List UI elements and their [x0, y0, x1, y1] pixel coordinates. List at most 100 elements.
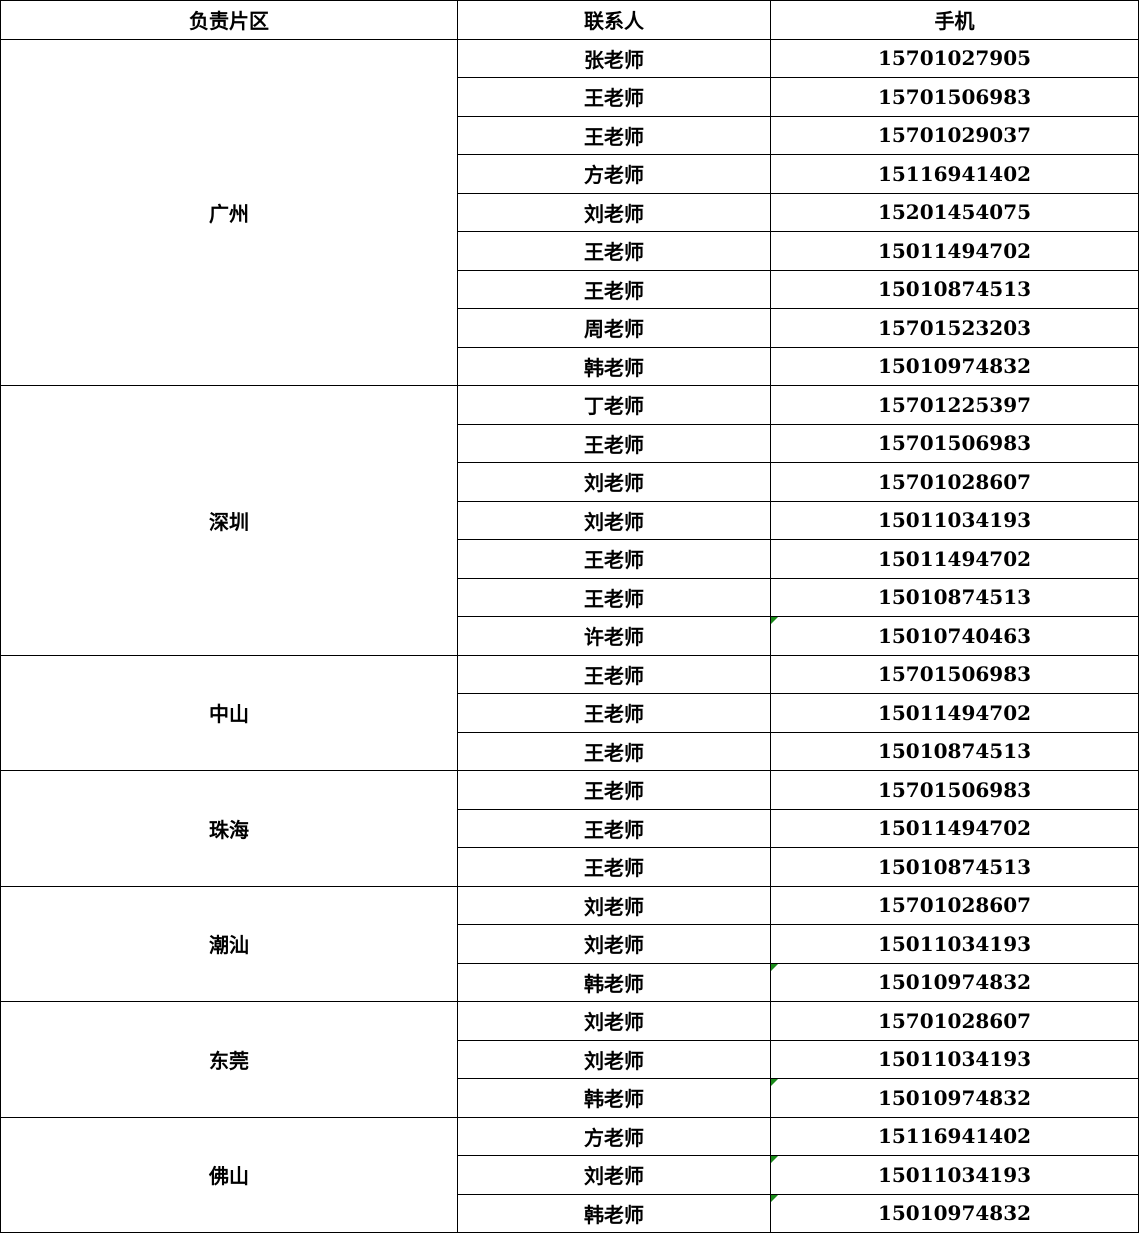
phone-cell[interactable]: 15011034193: [770, 1039, 1139, 1079]
phone-text: 15011034193: [877, 508, 1032, 533]
table-row: 王老师 15011494702: [1, 539, 1139, 579]
phone-cell[interactable]: 15701506983: [770, 77, 1139, 117]
region-cell[interactable]: 潮汕: [0, 885, 458, 1002]
table-row: 王老师 15010874513: [1, 731, 1139, 771]
contact-name-cell[interactable]: 王老师: [457, 770, 771, 810]
contact-name-cell[interactable]: 刘老师: [457, 885, 771, 925]
contact-name-cell[interactable]: 王老师: [457, 269, 771, 309]
phone-cell[interactable]: 15011034193: [770, 924, 1139, 964]
table-row: 潮汕 刘老师 15701028607: [0, 885, 1139, 1002]
phone-text: 15701027905: [877, 46, 1032, 71]
phone-cell[interactable]: 15701506983: [770, 770, 1139, 810]
phone-cell[interactable]: 15701506983: [770, 654, 1139, 694]
contact-name-cell[interactable]: 韩老师: [457, 346, 771, 386]
phone-cell[interactable]: 15701027905: [770, 38, 1139, 78]
phone-text: 15116941402: [877, 161, 1032, 186]
contact-name-cell[interactable]: 王老师: [457, 77, 771, 117]
contact-name-cell[interactable]: 王老师: [457, 423, 771, 463]
phone-cell[interactable]: 15011494702: [770, 231, 1139, 271]
contact-name-cell[interactable]: 王老师: [457, 115, 771, 155]
table-row: 韩老师 15010974832: [1, 346, 1139, 386]
phone-text: 15701028607: [877, 1008, 1032, 1033]
region-cell[interactable]: 广州: [0, 38, 458, 386]
contact-name-cell[interactable]: 刘老师: [457, 924, 771, 964]
phone-cell[interactable]: 15010974832: [770, 962, 1139, 1002]
phone-cell[interactable]: 15010740463: [770, 616, 1139, 656]
contact-name-cell[interactable]: 刘老师: [457, 1001, 771, 1041]
phone-text: 15701225397: [877, 392, 1032, 417]
contact-name-cell[interactable]: 丁老师: [457, 385, 771, 425]
phone-cell[interactable]: 15011494702: [770, 808, 1139, 848]
region-cell[interactable]: 佛山: [0, 1116, 458, 1233]
contact-name-cell[interactable]: 王老师: [457, 231, 771, 271]
phone-text: 15011034193: [877, 1047, 1032, 1072]
table-row: 刘老师 15011034193: [1, 1155, 1139, 1195]
phone-cell[interactable]: 15201454075: [770, 192, 1139, 232]
table-row: 东莞 刘老师 15701028607: [0, 1001, 1139, 1118]
phone-cell[interactable]: 15116941402: [770, 154, 1139, 194]
header-phone[interactable]: 手机: [770, 0, 1139, 40]
phone-cell[interactable]: 15701028607: [770, 1001, 1139, 1041]
table-row: 中山 王老师 15701506983: [0, 654, 1139, 771]
contact-name-cell[interactable]: 王老师: [457, 577, 771, 617]
phone-cell[interactable]: 15011494702: [770, 539, 1139, 579]
phone-cell[interactable]: 15701225397: [770, 385, 1139, 425]
phone-text: 15701506983: [877, 777, 1032, 802]
phone-cell[interactable]: 15010874513: [770, 731, 1139, 771]
phone-cell[interactable]: 15011034193: [770, 1155, 1139, 1195]
contact-name-cell[interactable]: 韩老师: [457, 1193, 771, 1233]
phone-text: 15011494702: [877, 816, 1032, 841]
phone-cell[interactable]: 15010874513: [770, 577, 1139, 617]
contact-name-cell[interactable]: 刘老师: [457, 192, 771, 232]
contact-name-cell[interactable]: 刘老师: [457, 462, 771, 502]
phone-cell[interactable]: 15010874513: [770, 269, 1139, 309]
phone-cell[interactable]: 15011034193: [770, 500, 1139, 540]
phone-cell[interactable]: 15010974832: [770, 1078, 1139, 1118]
region-cell[interactable]: 珠海: [0, 770, 458, 887]
contact-name-cell[interactable]: 刘老师: [457, 1039, 771, 1079]
table-row: 韩老师 15010974832: [1, 1193, 1139, 1233]
phone-cell[interactable]: 15701029037: [770, 115, 1139, 155]
region-cell[interactable]: 东莞: [0, 1001, 458, 1118]
table-body: 广州 张老师 15701027905 王老师 15701506983 王老师 1570102…: [0, 38, 1139, 1233]
phone-cell[interactable]: 15011494702: [770, 693, 1139, 733]
phone-cell[interactable]: 15010874513: [770, 847, 1139, 887]
number-as-text-warning-icon: [771, 1194, 778, 1202]
contact-name-cell[interactable]: 王老师: [457, 731, 771, 771]
contact-name-cell[interactable]: 刘老师: [457, 500, 771, 540]
phone-cell[interactable]: 15010974832: [770, 1193, 1139, 1233]
table-row: 王老师 15010874513: [1, 269, 1139, 309]
region-cell[interactable]: 深圳: [0, 385, 458, 656]
header-contact[interactable]: 联系人: [457, 0, 771, 40]
phone-text: 15701506983: [877, 662, 1032, 687]
region-cell[interactable]: 中山: [0, 654, 458, 771]
contact-name-cell[interactable]: 方老师: [457, 1116, 771, 1156]
contact-name-cell[interactable]: 张老师: [457, 38, 771, 78]
contact-name-cell[interactable]: 方老师: [457, 154, 771, 194]
contact-name-cell[interactable]: 韩老师: [457, 962, 771, 1002]
table-row: 王老师 15010874513: [1, 847, 1139, 887]
phone-cell[interactable]: 15701028607: [770, 462, 1139, 502]
contact-name-cell[interactable]: 王老师: [457, 539, 771, 579]
number-as-text-warning-icon: [771, 617, 778, 624]
phone-text: 15010874513: [877, 739, 1032, 764]
phone-text: 15010874513: [877, 585, 1032, 610]
contact-name-cell[interactable]: 周老师: [457, 308, 771, 348]
contact-name-cell[interactable]: 许老师: [457, 616, 771, 656]
phone-cell[interactable]: 15010974832: [770, 346, 1139, 386]
contact-name-cell[interactable]: 王老师: [457, 654, 771, 694]
contact-name-cell[interactable]: 刘老师: [457, 1155, 771, 1195]
phone-cell[interactable]: 15701523203: [770, 308, 1139, 348]
table-row: 王老师 15701506983: [1, 77, 1139, 117]
phone-cell[interactable]: 15701028607: [770, 885, 1139, 925]
phone-text: 15010974832: [877, 1201, 1032, 1226]
contact-name-cell[interactable]: 韩老师: [457, 1078, 771, 1118]
phone-text: 15011034193: [877, 931, 1032, 956]
phone-cell[interactable]: 15701506983: [770, 423, 1139, 463]
contact-name-cell[interactable]: 王老师: [457, 847, 771, 887]
table-row: 刘老师 15011034193: [1, 1039, 1139, 1079]
phone-cell[interactable]: 15116941402: [770, 1116, 1139, 1156]
contact-name-cell[interactable]: 王老师: [457, 808, 771, 848]
contact-name-cell[interactable]: 王老师: [457, 693, 771, 733]
header-region[interactable]: 负责片区: [0, 0, 458, 40]
